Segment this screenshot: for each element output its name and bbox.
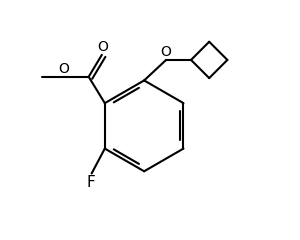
Text: O: O (97, 40, 108, 54)
Text: F: F (87, 175, 95, 190)
Text: O: O (58, 62, 69, 76)
Text: O: O (161, 45, 172, 59)
